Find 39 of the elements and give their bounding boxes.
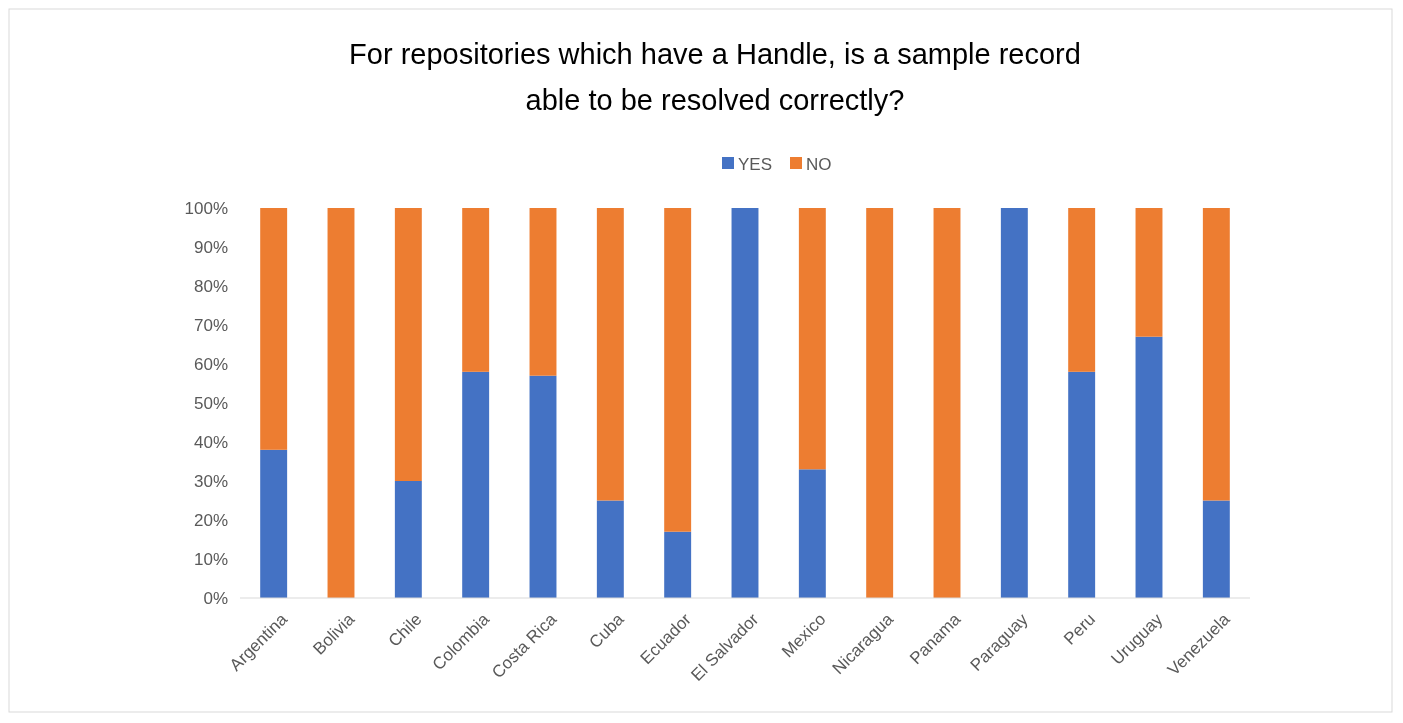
bar [1068,208,1096,372]
bar [1135,336,1163,598]
bar [664,208,692,532]
bar [1068,371,1096,598]
y-tick-label: 60% [193,354,228,374]
y-tick-label: 30% [193,471,228,491]
bar [394,208,422,481]
bar [866,208,894,598]
y-tick-label: 20% [193,510,228,530]
bar [529,208,557,376]
bar [260,449,288,598]
bar [596,500,624,598]
bar [462,371,490,598]
bar [462,208,490,372]
y-tick-label: 70% [193,315,228,335]
chart-title: For repositories which have a Handle, is a sample record able to be resolved correctly? [349,38,1081,116]
y-tick-label: 50% [193,393,228,413]
bar [731,208,759,598]
y-tick-label: 40% [193,432,228,452]
bar [798,469,826,598]
legend-label: NO [806,154,832,174]
bar [529,375,557,598]
y-tick-label: 100% [184,198,228,218]
y-tick-label: 0% [203,588,228,608]
bar [1202,208,1230,501]
bar [933,208,961,598]
bar [327,208,355,598]
bar [664,531,692,598]
bar [394,481,422,598]
bar [798,208,826,470]
y-tick-label: 90% [193,237,228,257]
bar [1202,500,1230,598]
bar [596,208,624,501]
bar [260,208,288,450]
legend-label: YES [738,154,773,174]
bar [1000,208,1028,598]
y-tick-label: 80% [193,276,228,296]
y-tick-label: 10% [193,549,228,569]
bar [1135,208,1163,337]
